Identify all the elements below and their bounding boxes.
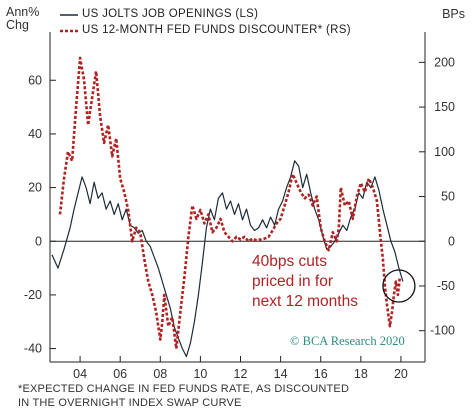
x-tick-label: 10 [193,367,207,381]
x-tick-label: 16 [314,367,328,381]
series-layer [51,56,404,358]
y-right-tick-label: 50 [441,190,455,204]
footnote: *EXPECTED CHANGE IN FED FUNDS RATE, AS D… [18,382,349,410]
y-axis-left-label: Ann% Chg [6,6,39,32]
y-right-tick-label: 150 [434,100,455,114]
y-left-tick-label: 0 [35,234,42,248]
annotation-text: 40bps cuts priced in for next 12 months [252,252,402,312]
y-right-tick-label: -50 [437,279,455,293]
x-tick-label: 04 [73,367,87,381]
legend-label-discounter: US 12-MONTH FED FUNDS DISCOUNTER* (RS) [82,24,351,36]
annotation-circle [382,269,416,303]
annotation-line-2: priced in for [252,273,333,290]
legend [60,14,78,33]
y-left-tick-label: 20 [28,181,42,195]
x-tick-label: 18 [354,367,368,381]
footnote-line-1: *EXPECTED CHANGE IN FED FUNDS RATE, AS D… [18,383,350,395]
y-right-tick-label: 200 [434,55,455,69]
annotation-line-3: next 12 months [252,293,358,310]
y-axis-right-label: BPs [442,7,465,21]
series-line-discounter [58,56,402,350]
x-tick-label: 06 [113,367,127,381]
x-tick-label: 12 [234,367,248,381]
x-tick-label: 14 [274,367,288,381]
y-left-tick-label: 40 [28,127,42,141]
footnote-line-2: IN THE OVERNIGHT INDEX SWAP CURVE [18,397,242,409]
legend-label-jolts: US JOLTS JOB OPENINGS (LS) [82,8,259,20]
series-line-jolts [51,160,404,358]
y-right-tick-label: -100 [430,324,455,338]
y-right-tick-label: 100 [434,145,455,159]
y-right-tick-label: 0 [448,234,455,248]
annotation-layer [382,269,416,303]
y-axis-left-label-line1: Ann% [6,5,40,19]
x-tick-label: 08 [153,367,167,381]
y-axis-left-label-line2: Chg [6,18,29,32]
x-tick-label: 20 [394,367,408,381]
axes-group: -40 -20 0 20 40 60 -100 -50 0 50 100 150 200 04 06 08 10… [24,32,455,381]
y-left-tick-label: -40 [24,342,42,356]
y-left-tick-label: -20 [24,288,42,302]
y-left-tick-label: 60 [28,73,42,87]
watermark: © BCA Research 2020 [290,334,405,348]
annotation-line-1: 40bps cuts [252,253,327,270]
